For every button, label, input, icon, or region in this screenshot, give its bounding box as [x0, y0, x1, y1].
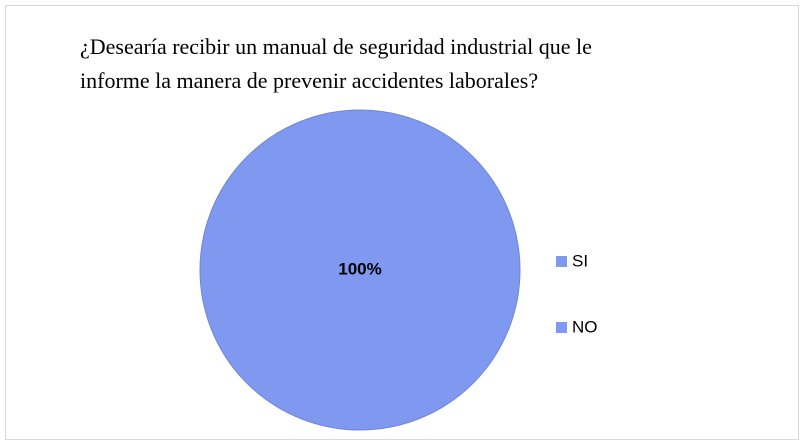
legend-swatch — [556, 256, 567, 267]
data-label: 100% — [338, 259, 381, 278]
pie-slice — [199, 109, 521, 431]
legend-label: NO — [572, 317, 598, 336]
chart-title: ¿Desearía recibir un manual de seguridad… — [80, 34, 592, 59]
legend-label: SI — [572, 251, 588, 270]
chart-title: informe la manera de prevenir accidentes… — [80, 68, 538, 93]
legend-swatch — [556, 322, 567, 333]
